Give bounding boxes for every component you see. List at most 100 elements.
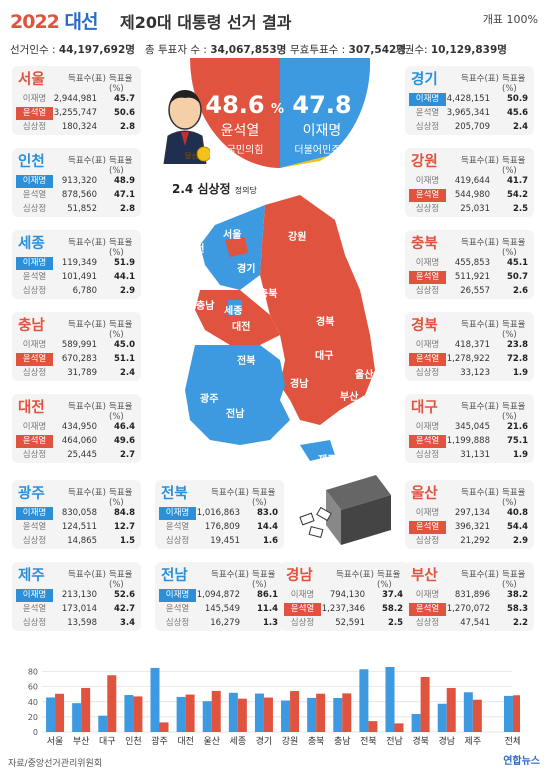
candidate-pct: 84.8 xyxy=(114,508,135,518)
candidate-name: 심상정 xyxy=(290,618,315,628)
candidate-row: 윤석열 878,560 47.1 xyxy=(16,189,137,202)
candidate-row: 심상정 31,131 1.9 xyxy=(409,449,530,462)
candidate-name: 이재명 xyxy=(22,340,47,350)
candidate-name: 이재명 xyxy=(415,340,440,350)
candidate-name: 윤석열 xyxy=(22,604,47,614)
candidate-votes: 14,865 xyxy=(67,536,97,546)
candidate-votes: 205,709 xyxy=(454,122,490,132)
candidate-pct: 54.4 xyxy=(507,522,528,532)
bar-lee xyxy=(359,669,369,732)
x-tick-label: 세종 xyxy=(230,736,247,747)
candidate-row: 심상정 19,451 1.6 xyxy=(159,535,280,548)
pct-header: 득표율(%) xyxy=(252,570,276,590)
candidate-votes: 831,896 xyxy=(454,590,490,600)
bar-yoon xyxy=(290,691,300,732)
candidate-name: 윤석열 xyxy=(22,272,47,282)
pct-header: 득표율(%) xyxy=(502,402,526,422)
candidate-row: 이재명 434,950 46.4 xyxy=(16,421,137,434)
candidate-name: 이재명 xyxy=(22,94,47,104)
candidate-name: 심상정 xyxy=(22,204,47,214)
y-tick-label: 80 xyxy=(28,668,38,677)
votes-header: 득표수(표) xyxy=(68,402,106,412)
region-card-10: 경기 득표수(표) 득표율(%) 이재명 4,428,151 50.9 윤석열 3,965,3… xyxy=(405,66,534,135)
bar-lee xyxy=(176,696,186,732)
candidate-pct: 2.6 xyxy=(512,286,528,296)
map-label-gyeongbuk: 경북 xyxy=(316,317,335,328)
candidate-name: 이재명 xyxy=(159,507,196,520)
bar-lee xyxy=(46,697,56,732)
region-card-6: 제주 득표수(표) 득표율(%) 이재명 213,130 52.6 윤석열 173,014 42… xyxy=(12,562,141,631)
candidate-row: 윤석열 464,060 49.6 xyxy=(16,435,137,448)
lee-pct: 47.8 xyxy=(292,91,351,119)
region-card-14: 대구 득표수(표) 득표율(%) 이재명 345,045 21.6 윤석열 1,199,888… xyxy=(405,394,534,463)
candidate-pct: 2.2 xyxy=(512,618,528,628)
candidate-row: 윤석열 101,491 44.1 xyxy=(16,271,137,284)
candidate-name: 윤석열 xyxy=(165,604,190,614)
region-name: 경기 xyxy=(411,72,438,88)
map-label-chungbuk: 충북 xyxy=(259,289,278,300)
region-name: 세종 xyxy=(18,236,45,252)
candidate-votes: 33,123 xyxy=(460,368,490,378)
region-name: 강원 xyxy=(411,154,438,170)
region-card-0: 서울 득표수(표) 득표율(%) 이재명 2,944,981 45.7 윤석열 3,255,7… xyxy=(12,66,141,135)
candidate-pct: 2.5 xyxy=(387,618,403,628)
bar-yoon xyxy=(133,696,143,732)
candidate-votes: 19,451 xyxy=(210,536,240,546)
candidate-pct: 58.3 xyxy=(507,604,528,614)
candidate-votes: 418,371 xyxy=(454,340,490,350)
candidate-row: 심상정 14,865 1.5 xyxy=(16,535,137,548)
bar-lee xyxy=(437,703,447,732)
candidate-votes: 25,031 xyxy=(460,204,490,214)
region-card-11: 강원 득표수(표) 득표율(%) 이재명 419,644 41.7 윤석열 544,980 54… xyxy=(405,148,534,217)
candidate-row: 윤석열 396,321 54.4 xyxy=(409,521,530,534)
region-jeju-map xyxy=(300,440,335,461)
candidate-pct: 40.8 xyxy=(507,508,528,518)
candidate-name: 이재명 xyxy=(290,590,315,600)
map-label-ulsan: 울산 xyxy=(355,370,374,381)
x-tick-label: 부산 xyxy=(73,736,90,747)
map-label-gangwon: 강원 xyxy=(288,232,307,243)
candidate-row: 이재명 419,644 41.7 xyxy=(409,175,530,188)
x-tick-label: 경남 xyxy=(438,735,455,747)
bar-yoon xyxy=(55,693,65,732)
candidate-row: 심상정 51,852 2.8 xyxy=(16,203,137,216)
region-card-8: 전남 득표수(표) 득표율(%) 이재명 1,094,872 86.1 윤석열 145,549… xyxy=(155,562,284,631)
candidate-votes: 396,321 xyxy=(454,522,490,532)
candidate-row: 이재명 418,371 23.8 xyxy=(409,339,530,352)
votes-header: 득표수(표) xyxy=(68,320,106,330)
candidate-pct: 2.8 xyxy=(119,122,135,132)
region-name: 울산 xyxy=(411,486,438,502)
candidate-votes: 124,511 xyxy=(61,522,97,532)
votes-header: 득표수(표) xyxy=(461,320,499,330)
bar-yoon xyxy=(185,694,195,732)
bar-yoon xyxy=(368,721,378,732)
candidate-votes: 1,094,872 xyxy=(196,590,240,600)
candidate-name: 심상정 xyxy=(415,450,440,460)
winner-badge: 당선 xyxy=(185,152,198,160)
candidate-votes: 16,279 xyxy=(210,618,240,628)
candidate-row: 윤석열 1,199,888 75.1 xyxy=(409,435,530,448)
x-tick-label: 울산 xyxy=(203,736,220,747)
candidate-pct: 83.0 xyxy=(257,508,278,518)
candidate-votes: 345,045 xyxy=(454,422,490,432)
map-label-busan: 부산 xyxy=(340,392,359,403)
page-title: 제20대 대통령 선거 결과 xyxy=(120,13,292,32)
pct-header: 득표율(%) xyxy=(252,488,276,508)
candidate-row: 심상정 180,324 2.8 xyxy=(16,121,137,134)
bar-lee xyxy=(150,667,160,732)
candidate-name: 심상정 xyxy=(415,122,440,132)
candidate-pct: 72.8 xyxy=(507,354,528,364)
region-name: 인천 xyxy=(18,154,45,170)
candidate-name: 윤석열 xyxy=(16,107,53,120)
yoon-name: 윤석열 xyxy=(221,123,260,139)
region-card-13: 경북 득표수(표) 득표율(%) 이재명 418,371 23.8 윤석열 1,278,922… xyxy=(405,312,534,381)
candidate-votes: 913,320 xyxy=(61,176,97,186)
bar-yoon xyxy=(342,693,352,732)
candidate-votes: 26,557 xyxy=(460,286,490,296)
candidate-votes: 51,852 xyxy=(67,204,97,214)
candidate-votes: 173,014 xyxy=(61,604,97,614)
candidate-row: 윤석열 124,511 12.7 xyxy=(16,521,137,534)
region-chungcheong xyxy=(195,290,280,345)
candidate-row: 윤석열 176,809 14.4 xyxy=(159,521,280,534)
votes-header: 득표수(표) xyxy=(336,570,374,580)
